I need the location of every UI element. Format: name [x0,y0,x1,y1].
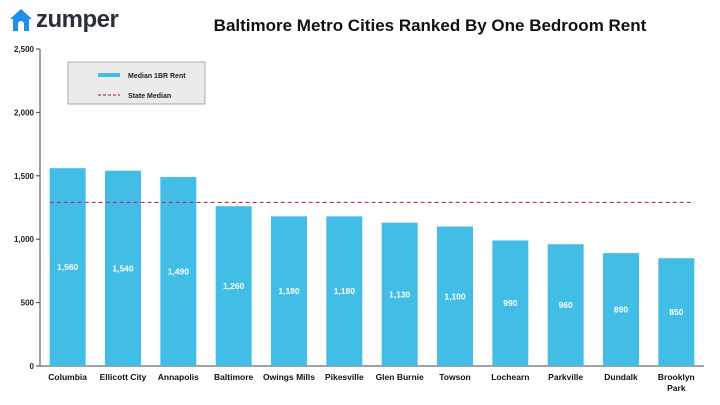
bar [603,253,639,366]
bars: 1,560 1,540 1,490 1,260 1,180 1,180 1,130 1,100… [49,168,695,366]
data-label: 1,130 [389,289,411,299]
data-label: 1,100 [444,291,466,301]
bar [326,216,363,366]
data-label: 1,180 [334,286,356,296]
bar [160,177,197,366]
data-label: 890 [614,305,628,315]
brand-name: zumper [36,6,119,33]
y-tick-label: 1,000 [14,235,35,244]
x-tick-label: Ellicott City [100,372,147,382]
data-label: 990 [503,298,517,308]
y-tick-label: 500 [21,299,35,308]
x-tick-label: Glen Burnie [376,372,424,382]
x-tick-label: Baltimore [214,372,253,382]
data-label: 960 [559,300,573,310]
legend: Median 1BR Rent State Median [67,61,206,105]
x-tick-label: Pikesville [325,372,364,382]
x-tick-label: Owings Mills [263,372,315,382]
bar [215,206,252,366]
x-tick-label: Annapolis [158,372,199,382]
bar [492,240,529,366]
legend-label-bar: Median 1BR Rent [128,73,186,80]
bar [105,170,141,366]
zumper-logo: zumper [8,6,119,34]
bar [658,258,695,366]
x-tick-label: Parkville [548,372,583,382]
data-label: 1,560 [57,262,79,272]
house-icon [10,9,32,31]
x-tick-label: Park [667,383,686,393]
x-tick-label: Brooklyn [658,372,695,382]
bar [49,168,86,366]
bar [381,222,418,366]
axes: 0 500 1,000 1,500 2,000 2,500 Columbia Ellicott… [14,45,704,393]
chart-title: Baltimore Metro Cities Ranked By One Bed… [213,16,647,35]
legend-label-line: State Median [128,93,171,100]
y-tick-label: 2,500 [14,45,35,54]
data-label: 1,260 [223,281,245,291]
legend-box [67,61,206,105]
y-tick-label: 1,500 [14,172,35,181]
data-label: 1,180 [278,286,300,296]
y-tick-label: 2,000 [14,108,35,117]
x-tick-label: Dundalk [604,372,638,382]
y-tick-label: 0 [30,362,35,371]
x-tick-label: Towson [439,372,470,382]
bar [437,226,473,366]
bar [271,216,307,366]
x-tick-label: Columbia [48,372,87,382]
data-label: 1,490 [168,267,190,277]
legend-swatch-bar [98,73,120,77]
bar [547,244,584,366]
data-label: 1,540 [112,263,134,273]
x-tick-label: Lochearn [491,372,529,382]
data-label: 850 [669,307,683,317]
